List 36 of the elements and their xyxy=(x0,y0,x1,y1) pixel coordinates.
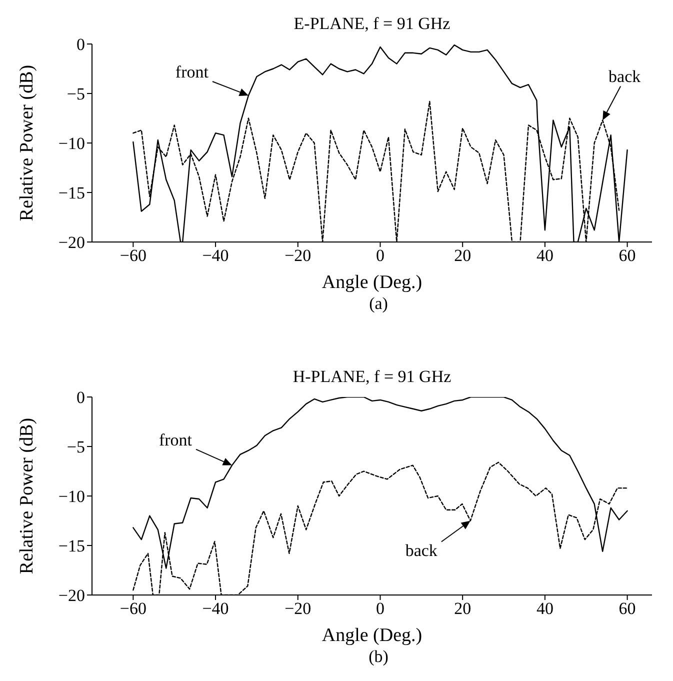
x-tick-label: −40 xyxy=(202,599,229,618)
x-tick-label: 40 xyxy=(536,246,554,266)
x-tick-label: −60 xyxy=(120,246,146,266)
chart-title: H-PLANE, f = 91 GHz xyxy=(292,367,452,387)
chart-title: E-PLANE, f = 91 GHz xyxy=(292,14,452,34)
y-tick-label: −10 xyxy=(58,134,85,154)
y-axis-title: Relative Power (dB) xyxy=(16,418,38,574)
y-tick-label: −5 xyxy=(66,438,85,457)
x-axis-title: Angle (Deg.) xyxy=(322,272,422,293)
annotation: front xyxy=(158,430,192,450)
x-tick-label: −20 xyxy=(284,246,312,266)
y-tick-label: −5 xyxy=(66,84,85,104)
y-tick-label: −15 xyxy=(58,536,85,556)
annotation: front xyxy=(175,62,209,82)
y-axis-title: Relative Power (dB) xyxy=(16,64,38,222)
text: (a) xyxy=(368,294,389,314)
annotation: back xyxy=(608,67,642,86)
text: (b) xyxy=(368,647,390,667)
y-tick-label: −15 xyxy=(58,184,85,203)
x-axis-title: Angle (Deg.) xyxy=(322,625,422,646)
x-tick-label: 60 xyxy=(618,246,636,266)
x-tick-label: 60 xyxy=(618,599,636,618)
y-tick-label: −20 xyxy=(58,233,85,252)
y-tick-label: −10 xyxy=(58,487,85,506)
x-tick-label: 20 xyxy=(454,599,472,618)
annotation: back xyxy=(405,540,438,560)
x-tick-label: −20 xyxy=(284,599,312,618)
x-tick-label: −40 xyxy=(202,246,229,266)
x-tick-label: 40 xyxy=(536,599,554,618)
x-tick-label: 0 xyxy=(376,599,384,618)
y-tick-label: 0 xyxy=(76,35,85,54)
x-tick-label: 20 xyxy=(454,246,472,266)
y-tick-label: 0 xyxy=(76,388,85,408)
y-tick-label: −20 xyxy=(58,586,85,606)
x-tick-label: 0 xyxy=(376,246,384,266)
x-tick-label: −60 xyxy=(120,599,146,618)
